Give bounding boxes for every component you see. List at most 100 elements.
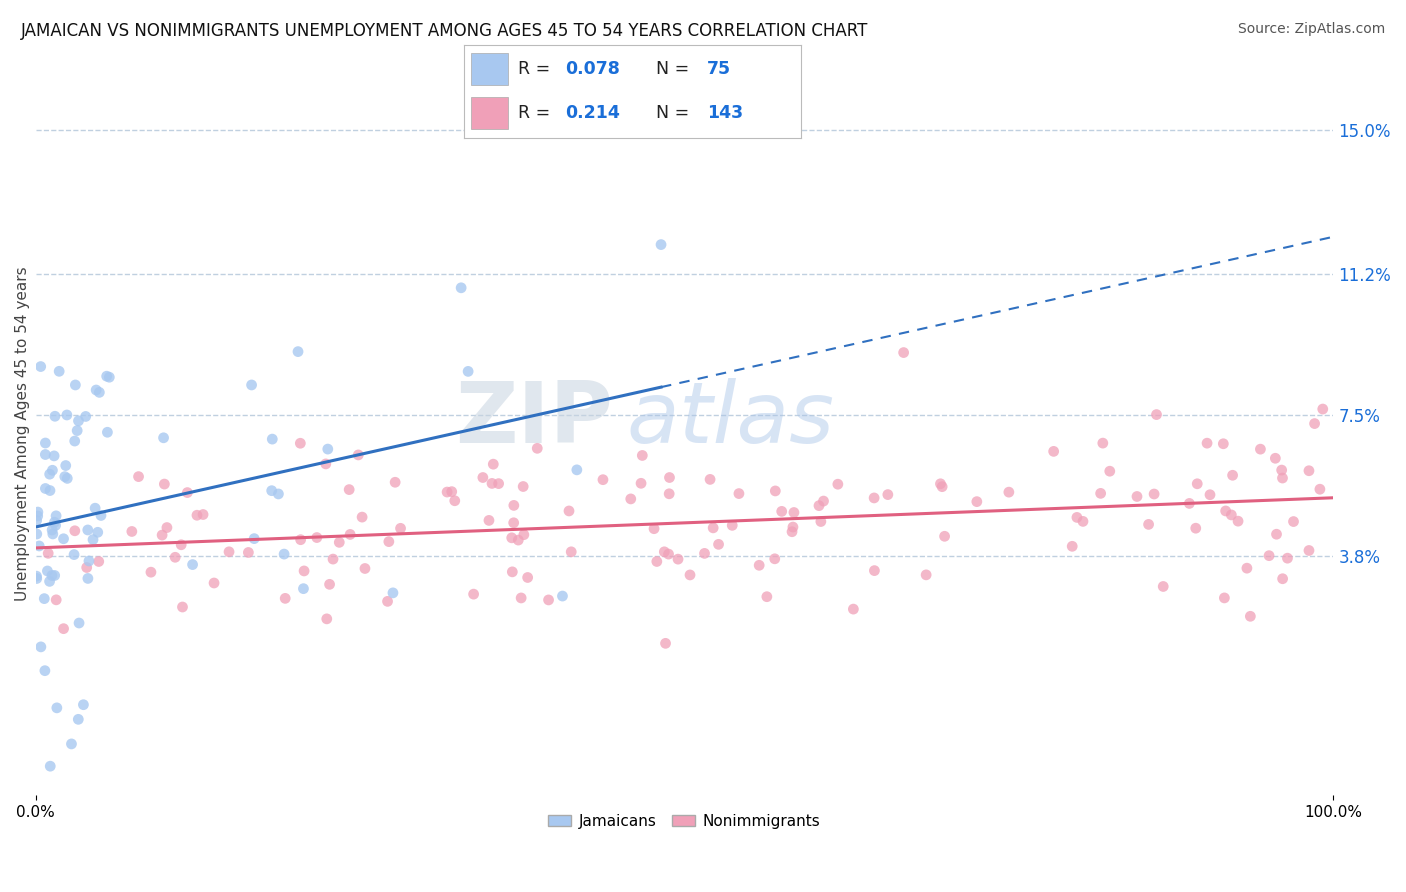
- Text: R =: R =: [517, 104, 555, 122]
- Point: [128, 469, 150, 483]
- Point: [565, 463, 588, 477]
- Point: [1213, 591, 1236, 605]
- Point: [139, 565, 162, 579]
- Point: [488, 476, 510, 491]
- Point: [643, 522, 665, 536]
- Point: [658, 487, 681, 501]
- Point: [1090, 486, 1112, 500]
- Point: [87, 525, 110, 540]
- Text: 0.078: 0.078: [565, 60, 620, 78]
- Point: [318, 577, 340, 591]
- Point: [41, 568, 63, 582]
- Point: [652, 545, 675, 559]
- Point: [273, 547, 295, 561]
- Point: [90, 508, 112, 523]
- Point: [1282, 515, 1305, 529]
- Point: [526, 442, 548, 456]
- Point: [482, 457, 505, 471]
- Point: [381, 586, 404, 600]
- Point: [1249, 442, 1271, 457]
- Point: [44, 409, 66, 424]
- Point: [693, 546, 716, 560]
- Point: [1187, 476, 1209, 491]
- Point: [48, 364, 70, 378]
- Point: [34, 448, 56, 462]
- Point: [39, 759, 62, 773]
- Point: [287, 344, 309, 359]
- Point: [808, 499, 831, 513]
- Point: [1258, 549, 1281, 563]
- Text: 143: 143: [707, 104, 742, 122]
- Point: [290, 533, 312, 547]
- Point: [377, 594, 399, 608]
- Point: [1277, 551, 1299, 566]
- Point: [165, 550, 187, 565]
- Point: [290, 436, 312, 450]
- Point: [274, 591, 297, 606]
- Point: [202, 576, 225, 591]
- Point: [658, 470, 681, 484]
- Point: [339, 527, 361, 541]
- Point: [60, 737, 83, 751]
- Point: [1184, 521, 1206, 535]
- Point: [63, 434, 86, 448]
- Point: [537, 593, 560, 607]
- Point: [810, 515, 832, 529]
- Point: [38, 467, 60, 482]
- Point: [42, 449, 65, 463]
- Text: N =: N =: [657, 104, 695, 122]
- Point: [770, 504, 793, 518]
- Point: [63, 548, 86, 562]
- Point: [45, 701, 67, 715]
- Point: [1199, 488, 1222, 502]
- Point: [352, 510, 374, 524]
- Point: [516, 570, 538, 584]
- Point: [28, 539, 51, 553]
- Point: [347, 448, 370, 462]
- Point: [551, 589, 574, 603]
- Point: [1152, 579, 1174, 593]
- Point: [929, 476, 952, 491]
- Point: [443, 493, 465, 508]
- Point: [67, 414, 90, 428]
- Point: [620, 491, 643, 506]
- Point: [1271, 471, 1294, 485]
- Point: [96, 369, 118, 384]
- Legend: Jamaicans, Nonimmigrants: Jamaicans, Nonimmigrants: [543, 807, 827, 835]
- Point: [238, 545, 260, 559]
- Point: [1271, 572, 1294, 586]
- Point: [763, 483, 786, 498]
- Text: R =: R =: [517, 60, 555, 78]
- Point: [176, 485, 198, 500]
- Point: [181, 558, 204, 572]
- Point: [842, 602, 865, 616]
- Point: [513, 527, 536, 541]
- Point: [463, 587, 485, 601]
- Text: 75: 75: [707, 60, 731, 78]
- Point: [915, 567, 938, 582]
- Point: [52, 532, 75, 546]
- Point: [121, 524, 143, 539]
- Point: [450, 281, 472, 295]
- Point: [75, 409, 97, 424]
- Point: [1098, 464, 1121, 478]
- Point: [384, 475, 406, 490]
- Point: [1312, 402, 1334, 417]
- Point: [389, 521, 412, 535]
- Point: [63, 524, 86, 538]
- Text: Source: ZipAtlas.com: Source: ZipAtlas.com: [1237, 22, 1385, 37]
- Point: [558, 504, 581, 518]
- Point: [67, 615, 90, 630]
- Point: [322, 552, 344, 566]
- Point: [1309, 482, 1331, 496]
- Text: 0.214: 0.214: [565, 104, 620, 122]
- Point: [650, 237, 672, 252]
- Point: [72, 698, 94, 712]
- Point: [25, 514, 48, 528]
- Point: [84, 501, 107, 516]
- Point: [267, 487, 290, 501]
- Point: [32, 591, 55, 606]
- Text: ZIP: ZIP: [456, 378, 613, 461]
- Point: [1239, 609, 1261, 624]
- Point: [1298, 464, 1320, 478]
